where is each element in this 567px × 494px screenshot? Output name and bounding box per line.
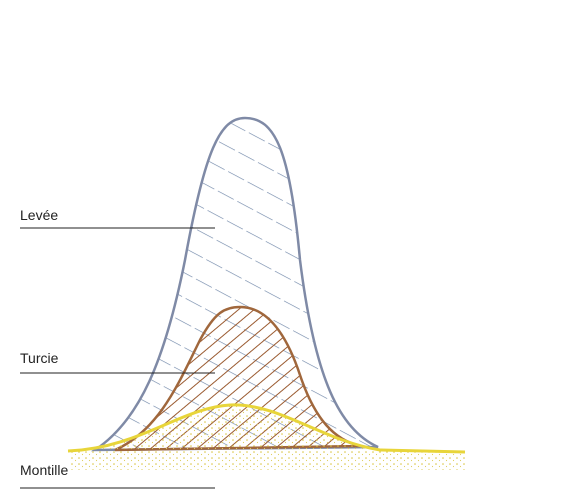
turcie-shape — [114, 305, 361, 452]
label-montille: Montille — [20, 462, 68, 478]
montille-shape — [70, 404, 465, 470]
label-turcie: Turcie — [20, 350, 59, 366]
label-levee: Levée — [20, 207, 58, 223]
levee-shape — [90, 116, 379, 452]
montille-outline — [67, 403, 466, 454]
